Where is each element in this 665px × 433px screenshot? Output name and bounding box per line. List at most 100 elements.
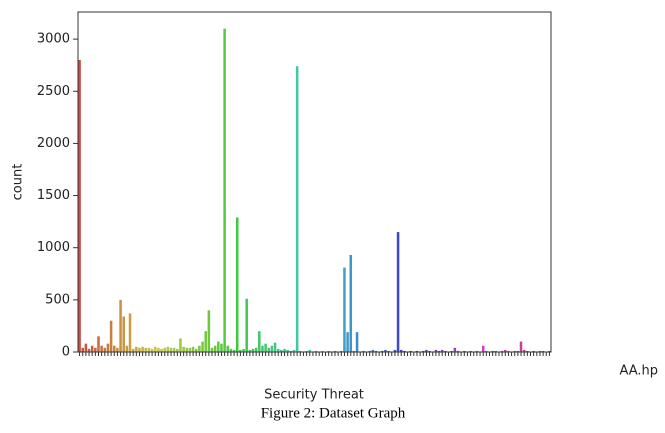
bar bbox=[437, 350, 441, 352]
bar bbox=[403, 350, 406, 352]
bar bbox=[191, 346, 195, 352]
bar bbox=[103, 347, 107, 352]
bar bbox=[415, 350, 419, 352]
bar bbox=[232, 349, 236, 352]
bar bbox=[261, 345, 264, 352]
x-axis-label: Security Threat bbox=[264, 388, 364, 403]
bar bbox=[251, 348, 255, 352]
x-tick-label: AA.hp bbox=[619, 364, 658, 379]
bar bbox=[166, 346, 170, 352]
bar bbox=[384, 349, 387, 352]
bar bbox=[371, 349, 375, 352]
bar bbox=[409, 350, 412, 352]
y-tick-label: 2000 bbox=[37, 136, 70, 151]
caption: Figure 2: Dataset Graph bbox=[261, 405, 406, 421]
bar bbox=[245, 298, 248, 352]
y-tick-label: 2500 bbox=[37, 84, 70, 99]
bar bbox=[321, 350, 324, 352]
bar bbox=[513, 350, 516, 352]
bar bbox=[428, 350, 431, 352]
bar bbox=[314, 350, 318, 352]
y-tick-label: 1500 bbox=[37, 188, 70, 203]
bar bbox=[295, 66, 299, 353]
bar bbox=[157, 347, 160, 352]
bar bbox=[147, 347, 151, 352]
bar bbox=[176, 348, 179, 352]
bar bbox=[138, 347, 141, 352]
bar bbox=[422, 350, 425, 352]
bar bbox=[264, 343, 267, 352]
bar bbox=[204, 331, 207, 352]
bar bbox=[267, 347, 271, 352]
bar bbox=[239, 349, 242, 352]
bar bbox=[340, 350, 343, 352]
bar bbox=[235, 217, 239, 352]
bar bbox=[119, 299, 122, 352]
bar bbox=[188, 347, 192, 352]
bar bbox=[128, 313, 132, 352]
bar bbox=[169, 347, 173, 352]
bar bbox=[273, 342, 277, 352]
bar bbox=[346, 332, 349, 352]
bar bbox=[500, 350, 504, 352]
bar bbox=[463, 350, 466, 352]
bar bbox=[526, 350, 529, 352]
bar bbox=[229, 348, 233, 352]
y-axis-label: count bbox=[11, 164, 26, 201]
bar bbox=[286, 349, 289, 352]
bar bbox=[223, 28, 226, 353]
bar bbox=[283, 348, 286, 352]
bar bbox=[425, 349, 428, 352]
bar bbox=[242, 348, 245, 352]
bar bbox=[270, 345, 274, 352]
bar bbox=[172, 347, 176, 352]
bar bbox=[276, 348, 280, 352]
bar bbox=[106, 343, 110, 352]
bar bbox=[494, 350, 498, 352]
bar bbox=[113, 345, 116, 352]
bar bbox=[125, 345, 129, 352]
bar bbox=[541, 350, 545, 352]
bar bbox=[144, 347, 148, 352]
bar bbox=[194, 348, 198, 352]
plot-frame bbox=[77, 11, 552, 353]
bar bbox=[352, 350, 356, 352]
bar bbox=[456, 350, 460, 352]
bar bbox=[444, 350, 447, 352]
bar bbox=[434, 349, 438, 352]
bar bbox=[248, 349, 252, 352]
bar bbox=[135, 346, 138, 352]
bar bbox=[387, 350, 390, 352]
bar bbox=[109, 320, 113, 352]
bar bbox=[153, 346, 157, 352]
bar bbox=[396, 232, 400, 352]
y-tick-label: 0 bbox=[62, 345, 70, 360]
bar bbox=[469, 350, 472, 352]
bar bbox=[97, 336, 100, 352]
bar bbox=[450, 350, 453, 352]
bar bbox=[182, 346, 185, 352]
bar bbox=[90, 345, 94, 352]
bar bbox=[532, 350, 535, 352]
bar bbox=[185, 347, 189, 352]
bar bbox=[519, 341, 523, 352]
bar bbox=[453, 347, 457, 352]
bar bbox=[87, 348, 91, 352]
bar bbox=[481, 345, 485, 352]
bar bbox=[399, 349, 403, 352]
bar bbox=[217, 341, 220, 352]
bar bbox=[160, 348, 163, 352]
bar bbox=[78, 59, 81, 352]
bar bbox=[374, 350, 378, 352]
bar bbox=[548, 350, 551, 352]
bar bbox=[349, 255, 353, 352]
bar bbox=[81, 347, 84, 352]
bar bbox=[393, 349, 397, 352]
bar bbox=[355, 332, 359, 352]
bar bbox=[292, 349, 296, 352]
bar bbox=[207, 310, 211, 352]
bar bbox=[440, 349, 444, 352]
bar bbox=[333, 350, 337, 352]
